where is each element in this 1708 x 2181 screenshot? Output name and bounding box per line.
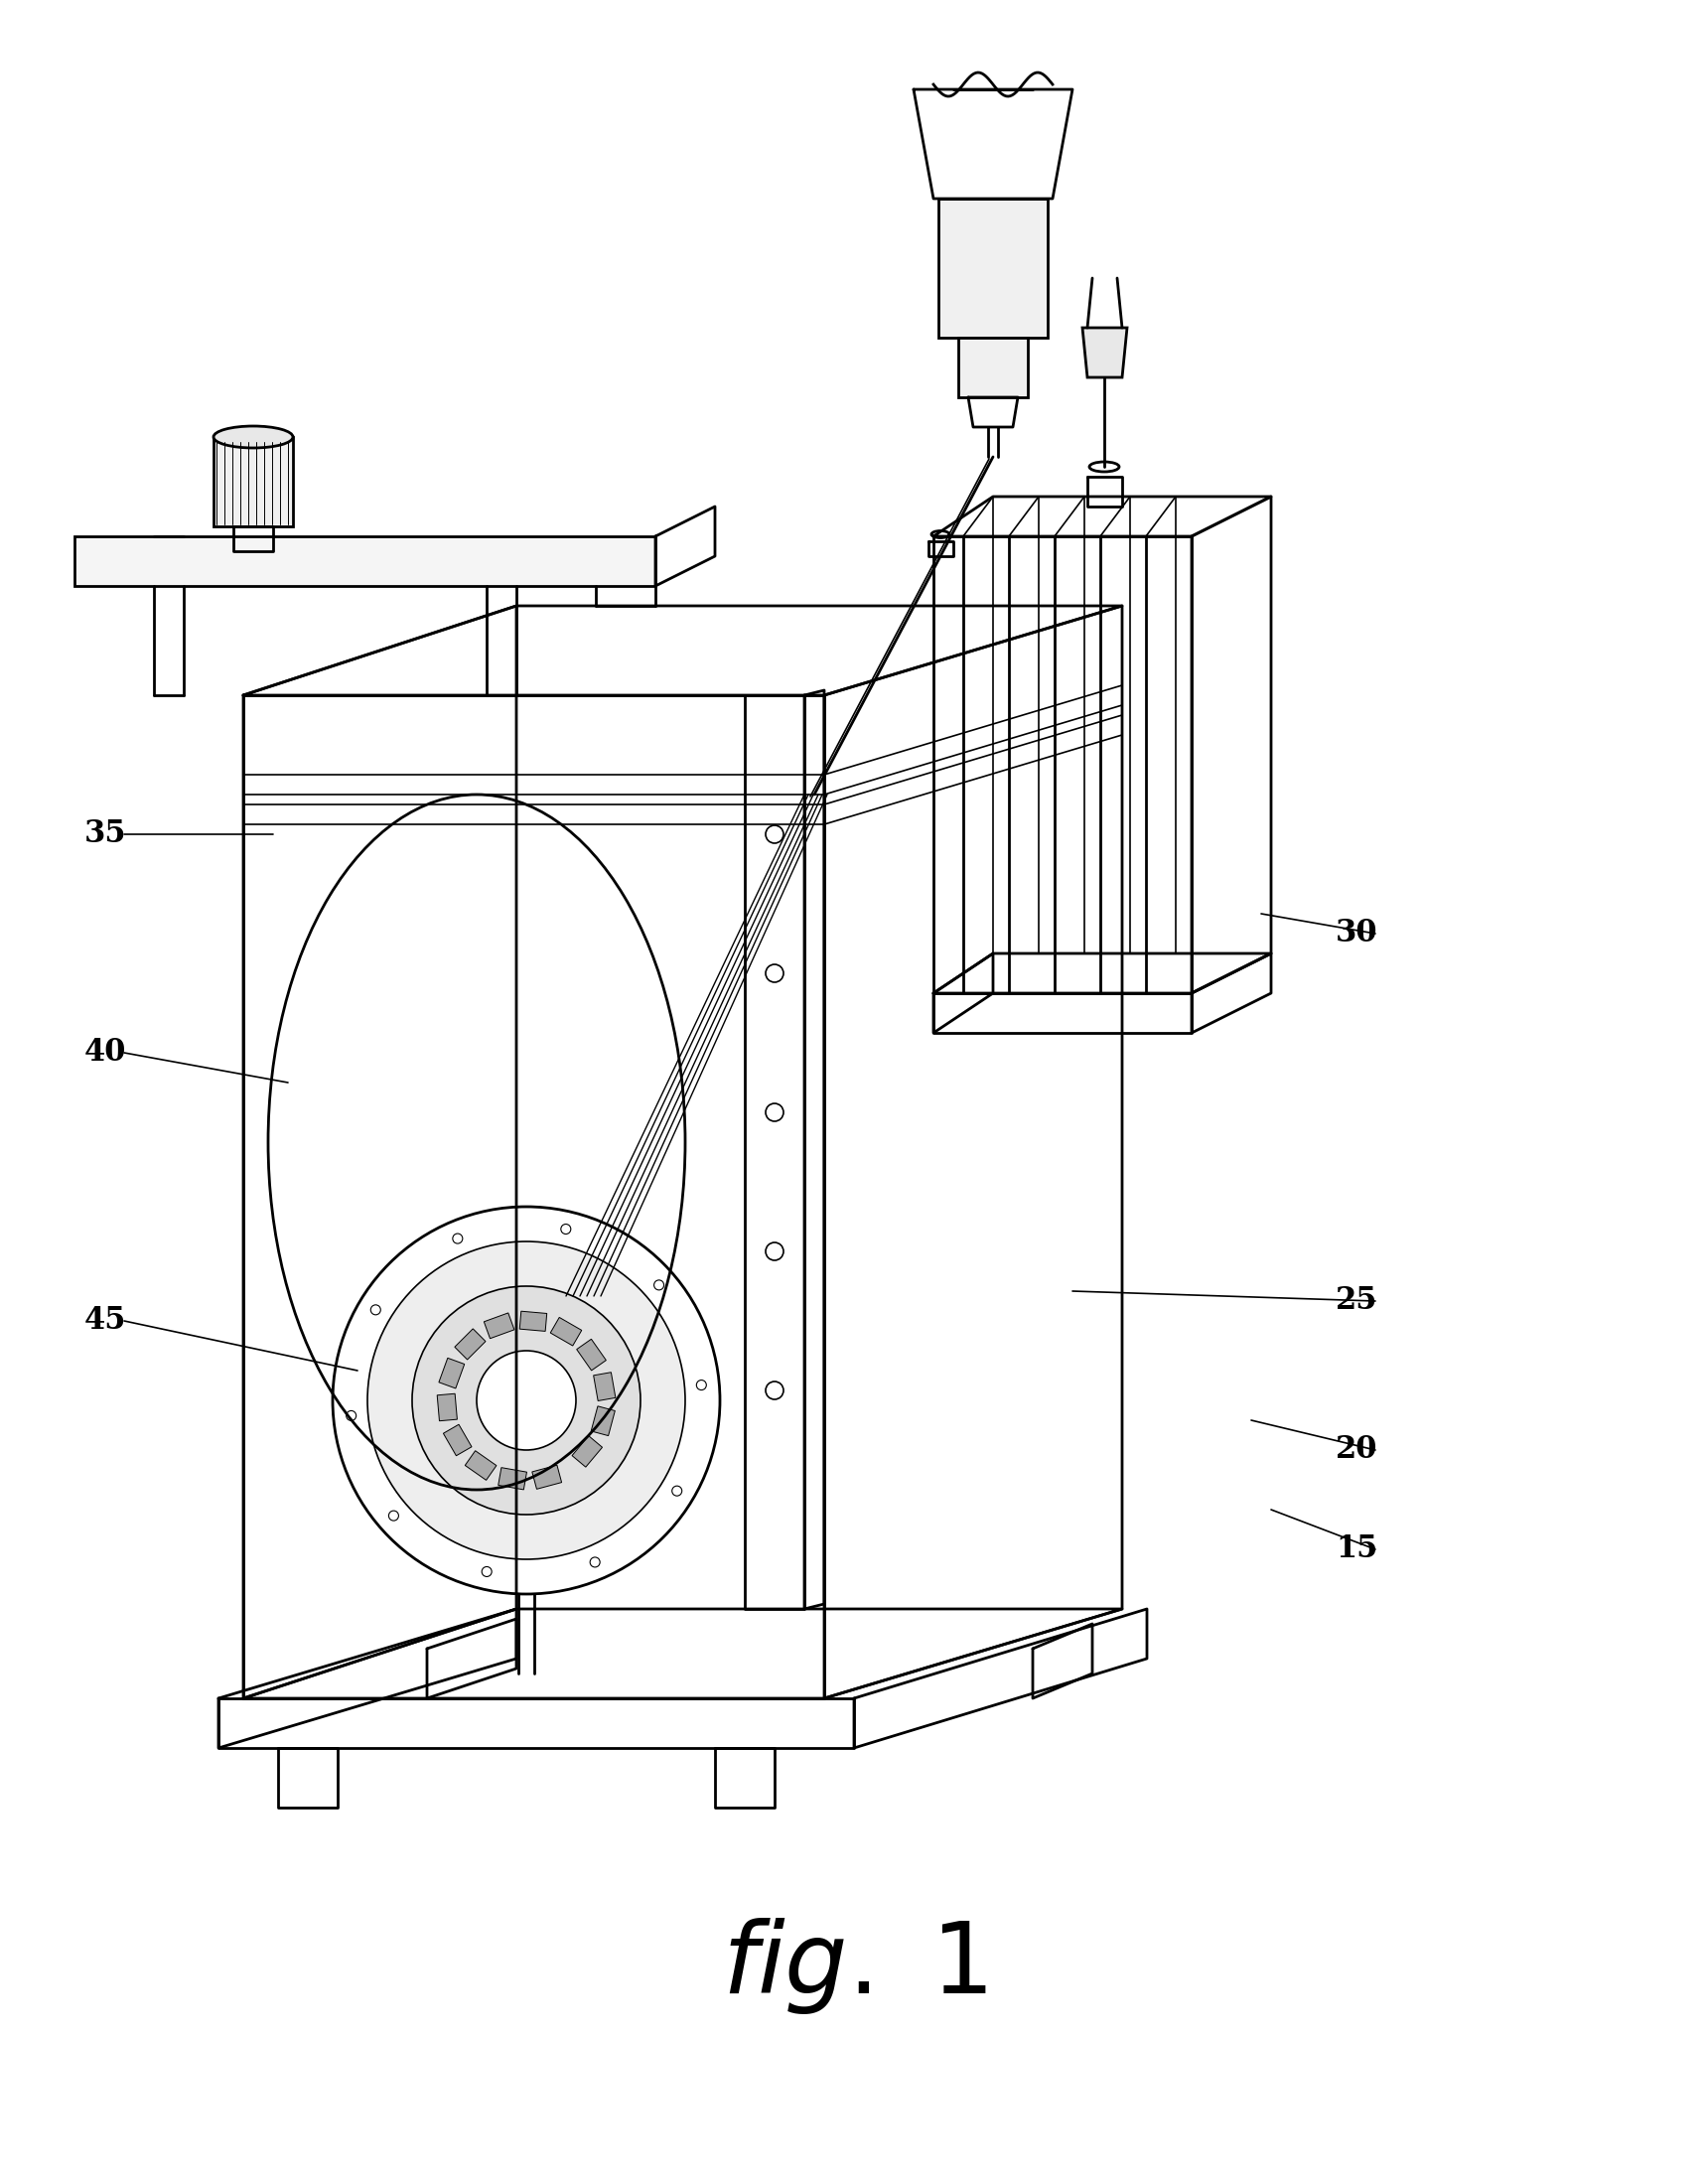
Text: 20: 20 (1336, 1435, 1378, 1466)
Circle shape (389, 1511, 398, 1520)
Ellipse shape (1090, 462, 1119, 471)
Circle shape (765, 1381, 784, 1400)
Circle shape (765, 964, 784, 981)
Text: 30: 30 (1336, 918, 1378, 949)
Text: $\mathit{fig.\ 1}$: $\mathit{fig.\ 1}$ (722, 1917, 986, 2017)
Polygon shape (75, 537, 656, 587)
Circle shape (453, 1234, 463, 1243)
Text: 15: 15 (1336, 1533, 1378, 1564)
Circle shape (347, 1411, 357, 1420)
Text: 35: 35 (84, 818, 126, 851)
Circle shape (697, 1381, 707, 1389)
Circle shape (371, 1304, 381, 1315)
Circle shape (671, 1485, 681, 1496)
Polygon shape (465, 1450, 497, 1481)
Polygon shape (958, 338, 1028, 397)
Circle shape (765, 1243, 784, 1261)
Ellipse shape (931, 530, 950, 539)
Polygon shape (591, 1407, 615, 1435)
Circle shape (477, 1350, 576, 1450)
Circle shape (333, 1206, 721, 1594)
Polygon shape (214, 436, 294, 526)
Polygon shape (1083, 327, 1127, 377)
Text: 25: 25 (1336, 1285, 1378, 1317)
Polygon shape (593, 1372, 615, 1400)
Polygon shape (499, 1468, 526, 1490)
Circle shape (654, 1280, 664, 1289)
Polygon shape (444, 1424, 471, 1455)
Polygon shape (437, 1394, 458, 1422)
Circle shape (367, 1241, 685, 1559)
Text: 45: 45 (84, 1306, 126, 1337)
Circle shape (589, 1557, 600, 1568)
Polygon shape (483, 1313, 514, 1339)
Circle shape (482, 1566, 492, 1577)
Polygon shape (577, 1339, 606, 1370)
Circle shape (765, 824, 784, 844)
Ellipse shape (214, 425, 294, 447)
Circle shape (412, 1287, 640, 1514)
Text: 40: 40 (84, 1038, 126, 1069)
Polygon shape (454, 1328, 485, 1359)
Polygon shape (938, 198, 1047, 338)
Circle shape (765, 1104, 784, 1121)
Polygon shape (550, 1317, 582, 1346)
Polygon shape (439, 1359, 465, 1389)
Polygon shape (519, 1311, 547, 1330)
Circle shape (560, 1224, 570, 1234)
Polygon shape (572, 1435, 603, 1468)
Polygon shape (533, 1466, 562, 1490)
